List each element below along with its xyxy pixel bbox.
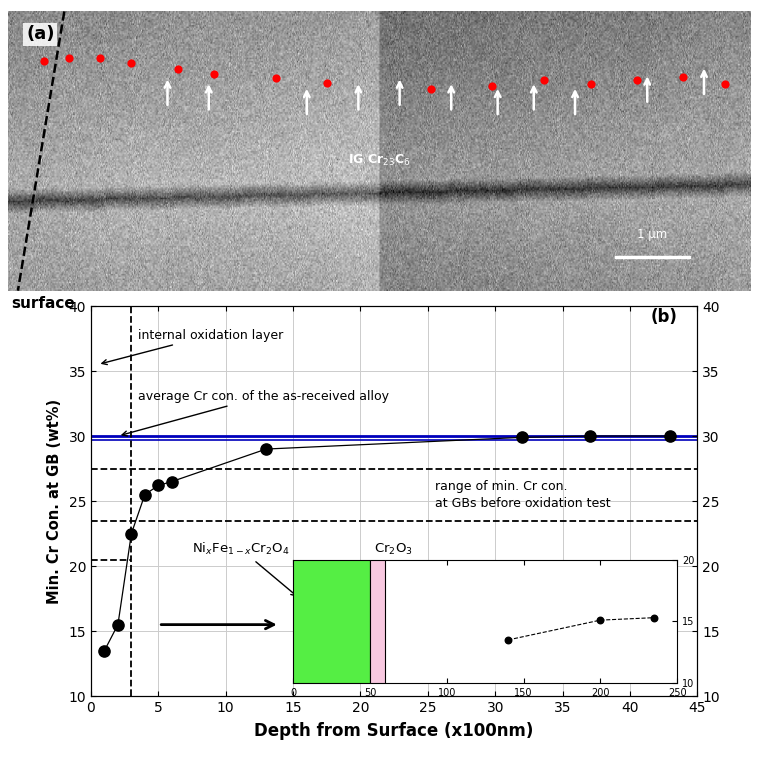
Text: IG Cr$_{23}$C$_6$: IG Cr$_{23}$C$_6$ [348, 152, 411, 168]
Text: surface: surface [11, 295, 75, 311]
Point [516, 431, 528, 444]
Point [678, 70, 690, 83]
Text: Cr$_2$O$_3$: Cr$_2$O$_3$ [356, 542, 412, 595]
Point [208, 67, 220, 80]
Y-axis label: Min. Cr Con. at GB (wt%): Min. Cr Con. at GB (wt%) [46, 399, 61, 604]
Text: average Cr con. of the as-received alloy: average Cr con. of the as-received alloy [122, 389, 389, 436]
Point [631, 73, 643, 86]
Point [270, 72, 282, 84]
Point [99, 644, 111, 656]
Point [584, 78, 597, 90]
Point [139, 489, 151, 501]
X-axis label: Depth from Surface (x100nm): Depth from Surface (x100nm) [255, 722, 534, 740]
Point [125, 528, 137, 540]
Point [424, 83, 437, 95]
Point [538, 73, 550, 86]
Text: (b): (b) [650, 308, 677, 326]
Text: Ni$_x$Fe$_{1-x}$Cr$_2$O$_4$: Ni$_x$Fe$_{1-x}$Cr$_2$O$_4$ [192, 541, 296, 596]
Point [664, 430, 676, 442]
Point [94, 52, 106, 64]
Point [487, 80, 499, 92]
Text: 1 μm: 1 μm [637, 228, 667, 241]
Point [112, 618, 124, 630]
Text: internal oxidation layer: internal oxidation layer [102, 328, 283, 365]
Point [125, 57, 137, 69]
Point [260, 443, 272, 455]
Point [321, 76, 334, 89]
Point [166, 476, 178, 488]
Text: (a): (a) [26, 25, 55, 44]
Point [584, 430, 596, 442]
Point [64, 52, 76, 64]
Point [719, 78, 731, 90]
Point [38, 55, 50, 67]
Text: range of min. Cr con.
at GBs before oxidation test: range of min. Cr con. at GBs before oxid… [434, 480, 610, 509]
Point [172, 63, 184, 75]
Point [152, 480, 164, 492]
